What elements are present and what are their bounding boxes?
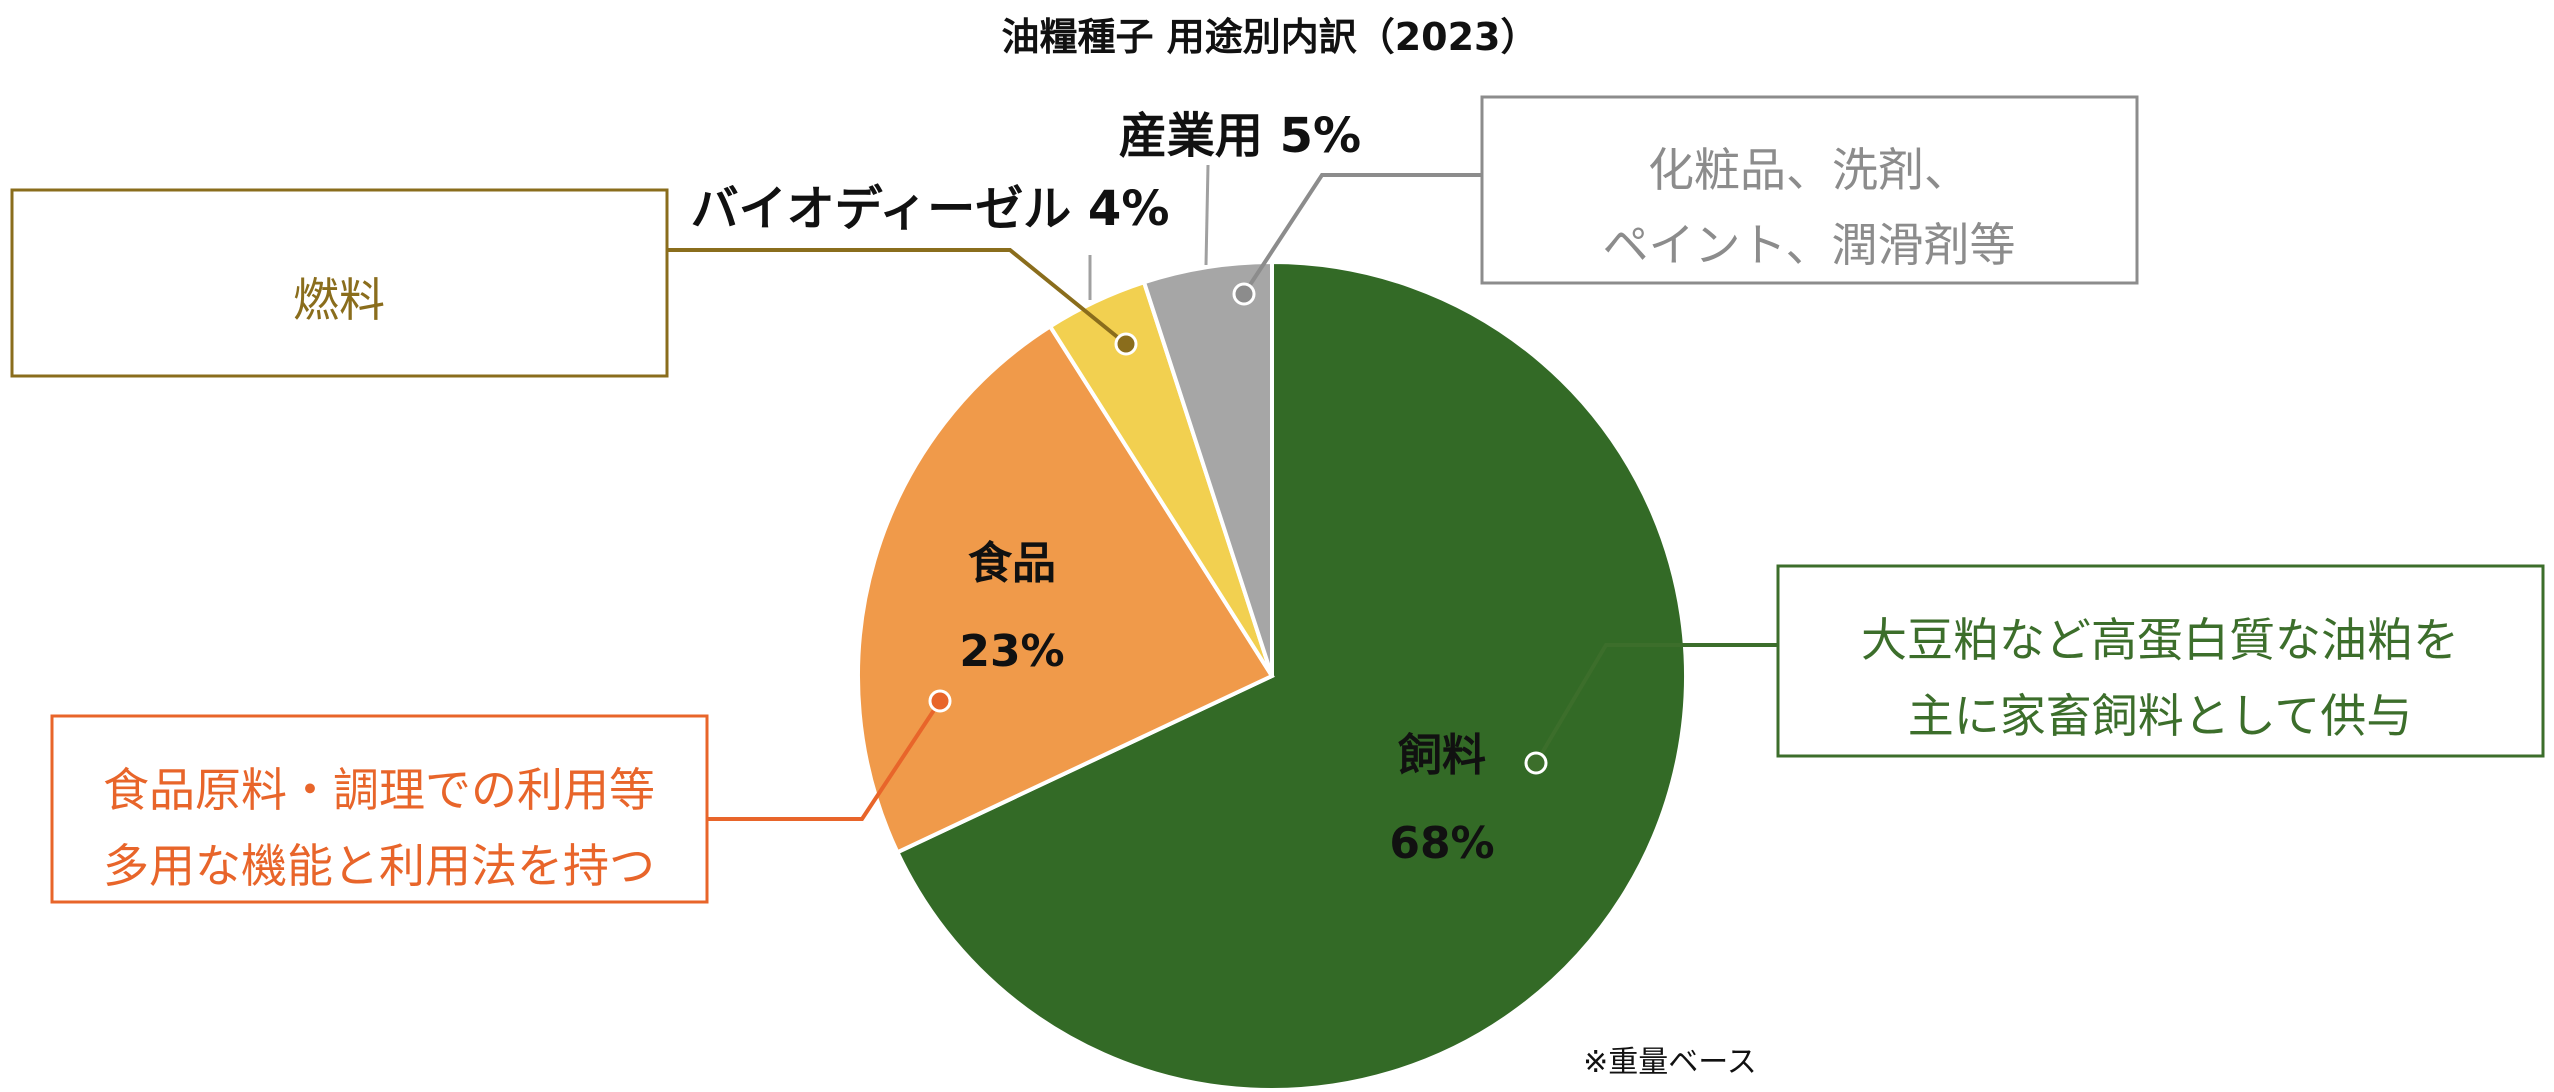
leader-food [707, 699, 942, 821]
slice-labels: 飼料 68% 食品 23% バイオディーゼル 4% 産業用 5% [691, 108, 1495, 869]
callout-food-box [50, 714, 709, 904]
callout-industrial-line-2: ペイント、潤滑剤等 [1602, 218, 2015, 272]
slice-value-food: 23% [959, 626, 1064, 677]
leader-industrial [1242, 173, 1482, 296]
leader-feed-dot [1524, 751, 1548, 775]
callout-leaders [667, 164, 1778, 821]
callout-biodiesel-box [10, 188, 669, 378]
pie-slice-feed [894, 259, 1688, 1092]
callout-feed-box [1776, 564, 2545, 758]
callout-boxes: 大豆粕など高蛋白質な油粕を主に家畜飼料として供与食品原料・調理での利用等多用な機… [10, 95, 2545, 904]
callout-industrial-box [1480, 95, 2139, 285]
tick-industrial [1204, 164, 1210, 266]
callout-industrial-line-1: 化粧品、洗剤、 [1648, 143, 1970, 197]
leader-biodiesel [667, 248, 1128, 346]
pie-slice-industrial [1141, 259, 1274, 677]
pie-slices [856, 259, 1688, 1092]
leader-feed [1534, 643, 1778, 765]
slice-label-industrial: 産業用 5% [1119, 108, 1361, 164]
leader-industrial-dot [1232, 282, 1256, 306]
leader-food-dot [928, 689, 952, 713]
slice-label-food: 食品 [968, 538, 1056, 589]
slice-label-biodiesel: バイオディーゼル 4% [691, 181, 1170, 237]
callout-food-line-1: 食品原料・調理での利用等 [103, 763, 655, 817]
basis-note: ※重量ベース [1583, 1045, 1757, 1080]
leader-biodiesel-dot [1114, 332, 1138, 356]
callout-food-line-2: 多用な機能と利用法を持つ [103, 839, 655, 893]
callout-biodiesel-line-1: 燃料 [293, 273, 385, 327]
pie-slice-food [856, 323, 1275, 855]
callout-feed-line-2: 主に家畜飼料として供与 [1908, 689, 2413, 743]
chart-title: 油糧種子 用途別内訳（2023） [1002, 15, 1539, 59]
slice-label-feed: 飼料 [1398, 730, 1486, 781]
callout-feed-line-1: 大豆粕など高蛋白質な油粕を [1861, 613, 2459, 667]
slice-value-feed: 68% [1389, 818, 1494, 869]
